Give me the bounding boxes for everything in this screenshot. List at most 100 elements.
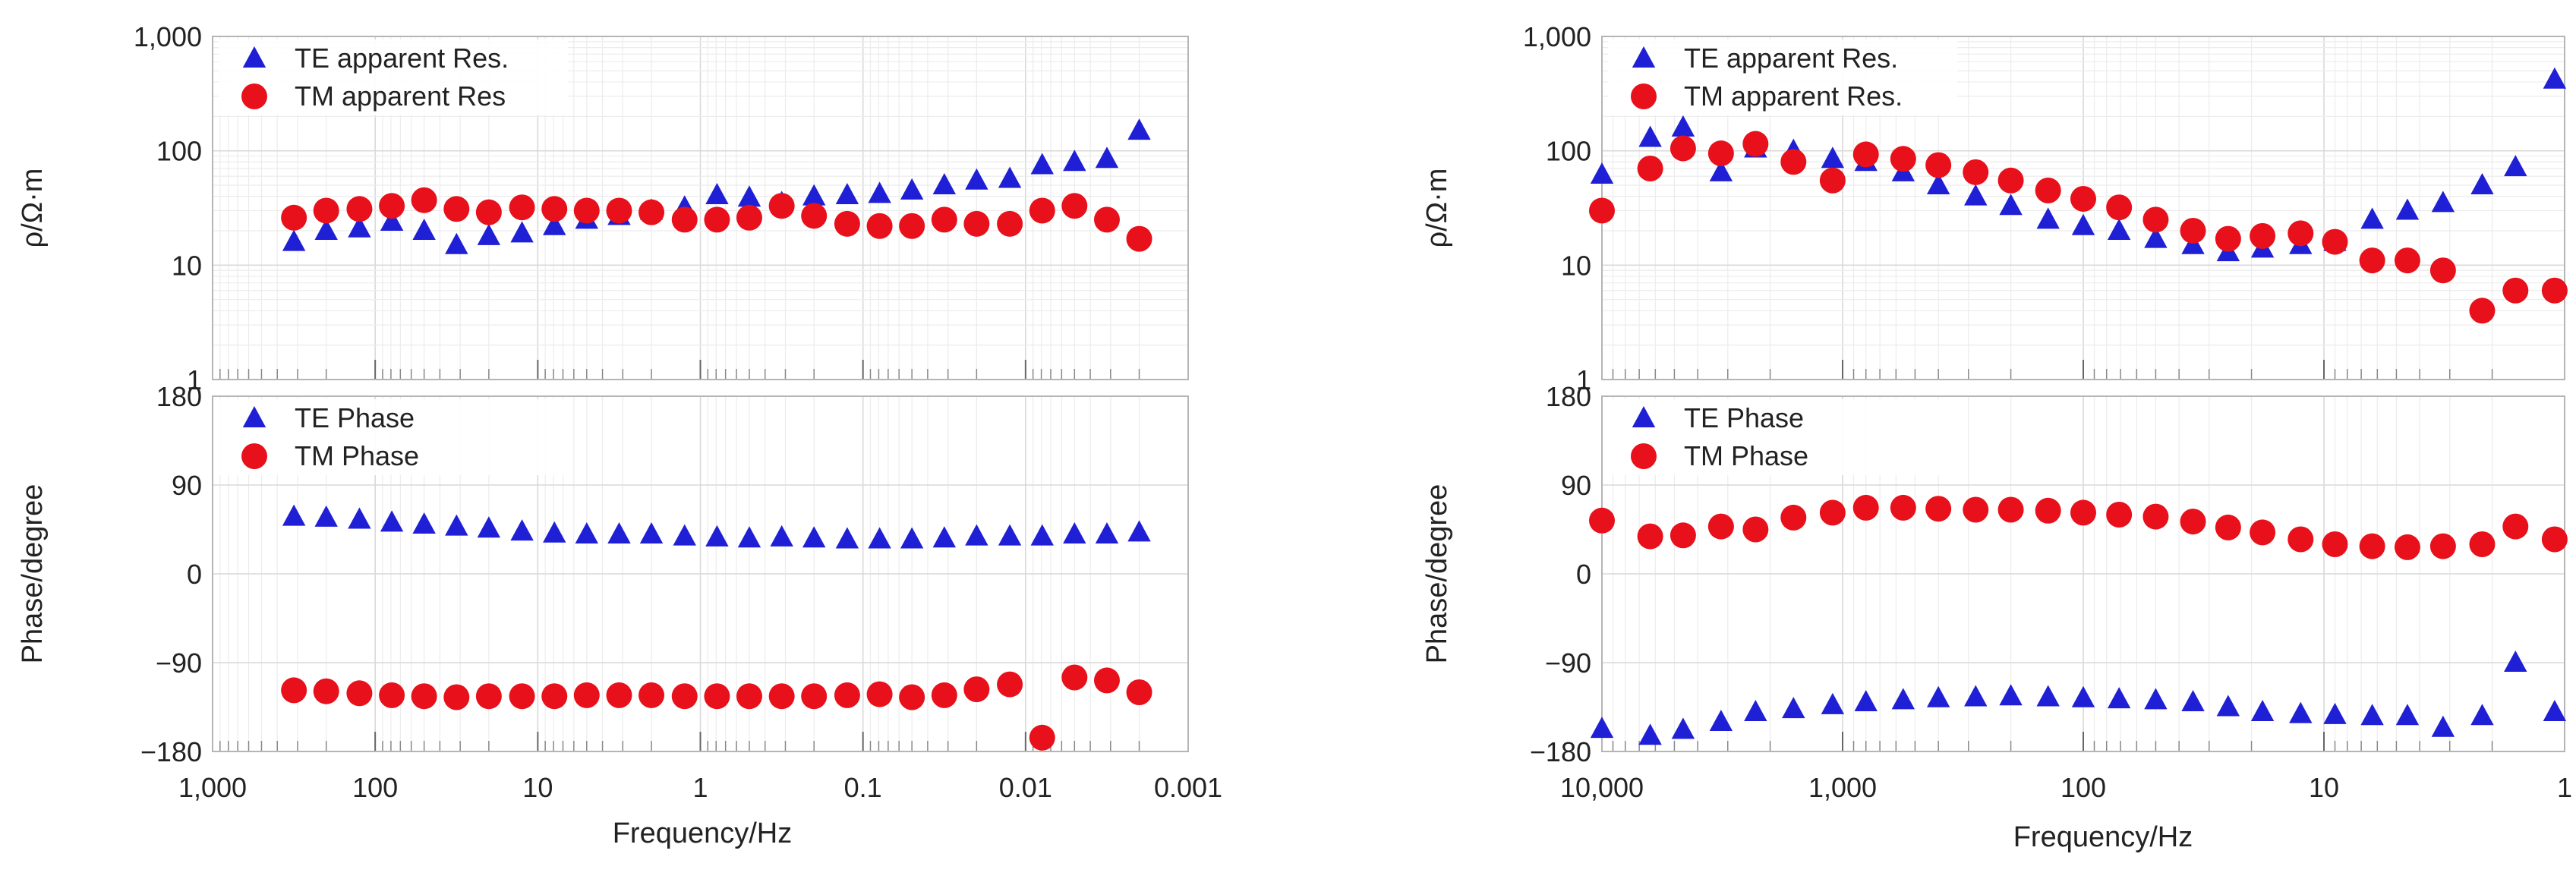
- tm-data-point: [1925, 496, 1952, 522]
- tm-data-point: [834, 682, 860, 708]
- te-data-point: [348, 216, 371, 238]
- te-data-point: [705, 525, 729, 547]
- te-data-point: [998, 166, 1022, 188]
- y-tick-label: 90: [1561, 470, 1591, 501]
- tm-data-point: [963, 676, 990, 703]
- tm-data-point: [346, 680, 373, 707]
- tm-data-point: [1819, 499, 1846, 526]
- tm-data-point: [2035, 177, 2061, 203]
- te-data-point: [932, 173, 957, 195]
- te-data-point: [380, 210, 404, 232]
- tm-data-point: [443, 684, 470, 710]
- te-data-point: [2543, 700, 2567, 721]
- te-data-point: [802, 184, 826, 206]
- te-data-point: [932, 526, 957, 548]
- tm-data-point: [379, 682, 405, 708]
- legend-label: TM apparent Res: [295, 80, 506, 112]
- y-tick-label: −180: [1530, 736, 1591, 767]
- tm-data-point: [2070, 499, 2096, 526]
- tm-data-point: [2288, 526, 2314, 553]
- tm-data-point: [2070, 185, 2096, 212]
- legend: TE Phase TM Phase: [1608, 399, 1957, 475]
- series-tm: [1589, 494, 2568, 560]
- te-data-point: [2250, 700, 2275, 721]
- te-data-point: [1127, 118, 1151, 140]
- y-tick-label: 1: [187, 364, 202, 395]
- tm-data-point: [2541, 277, 2568, 304]
- y-tick-label: 1,000: [1523, 21, 1591, 52]
- te-data-point: [314, 218, 338, 240]
- te-data-point: [1964, 184, 1988, 206]
- te-data-point: [412, 512, 436, 534]
- te-data-point: [835, 527, 859, 549]
- tm-data-point: [834, 210, 860, 237]
- tm-data-point: [1637, 156, 1663, 182]
- legend-box: [1608, 399, 1957, 475]
- legend-box: [1608, 39, 1957, 115]
- te-data-point: [770, 525, 793, 547]
- y-axis-label: Phase/degree: [1421, 484, 1453, 664]
- te-data-point: [2323, 702, 2347, 724]
- te-data-point: [2036, 207, 2060, 229]
- te-data-point: [965, 168, 988, 190]
- tm-data-point: [704, 683, 730, 710]
- te-data-point: [1964, 685, 1988, 707]
- te-data-point: [1671, 115, 1695, 137]
- te-data-point: [412, 218, 436, 240]
- tm-data-point: [899, 684, 925, 710]
- x-tick-label: 0.1: [844, 772, 882, 803]
- te-data-point: [2470, 173, 2494, 195]
- tm-data-point: [997, 210, 1023, 237]
- x-axis-label: Frequency/Hz: [613, 818, 793, 849]
- y-tick-label: −90: [156, 647, 202, 679]
- tm-data-point: [2142, 206, 2169, 233]
- x-tick-label: 1,000: [178, 772, 247, 803]
- te-data-point: [1063, 522, 1086, 543]
- tm-data-point: [768, 193, 795, 219]
- x-tick-label: 0.01: [999, 772, 1052, 803]
- tm-data-point: [801, 683, 828, 710]
- y-axis-label: ρ/Ω·m: [17, 169, 49, 248]
- te-data-point: [510, 519, 534, 541]
- tm-data-point: [1963, 159, 1989, 185]
- te-data-point: [1063, 150, 1086, 172]
- tm-data-point: [475, 199, 502, 225]
- x-axis-label: Frequency/Hz: [2013, 821, 2193, 853]
- series-te: [282, 504, 1151, 549]
- y-axis-label: Phase/degree: [17, 484, 49, 664]
- te-data-point: [2107, 218, 2131, 240]
- tm-data-point: [1029, 197, 1055, 224]
- y-tick-label: 180: [1546, 381, 1591, 412]
- tm-data-point: [1589, 507, 1615, 534]
- te-data-point: [737, 526, 761, 548]
- y-tick-label: 1: [1576, 364, 1591, 395]
- tm-data-point: [1707, 140, 1734, 167]
- tm-data-point: [2502, 513, 2529, 540]
- tm-data-point: [1126, 225, 1152, 252]
- te-data-point: [314, 505, 338, 527]
- te-data-point: [2504, 651, 2527, 672]
- tm-data-point: [1852, 494, 1879, 521]
- y-axis-label: ρ/Ω·m: [1421, 169, 1453, 248]
- tm-data-point: [2288, 220, 2314, 247]
- te-data-point: [1821, 146, 1845, 169]
- tm-data-point: [1093, 667, 1120, 694]
- te-data-point: [2144, 688, 2168, 710]
- te-data-point: [2360, 704, 2384, 726]
- te-data-point: [1891, 688, 1915, 710]
- te-data-point: [1782, 697, 1805, 719]
- x-tick-label: 1: [692, 772, 708, 803]
- x-tick-label: 1,000: [1808, 772, 1877, 803]
- te-data-point: [2431, 715, 2455, 737]
- te-data-point: [2071, 685, 2095, 707]
- tm-data-point: [281, 677, 307, 704]
- te-data-point: [543, 521, 566, 543]
- tm-data-point: [638, 199, 665, 225]
- tm-data-point: [1670, 135, 1696, 162]
- tm-data-point: [1637, 523, 1663, 550]
- tm-data-point: [2322, 531, 2348, 557]
- te-data-point: [1095, 522, 1119, 543]
- tm-data-point: [606, 197, 632, 224]
- tm-data-point: [2250, 519, 2276, 546]
- te-data-point: [477, 223, 501, 245]
